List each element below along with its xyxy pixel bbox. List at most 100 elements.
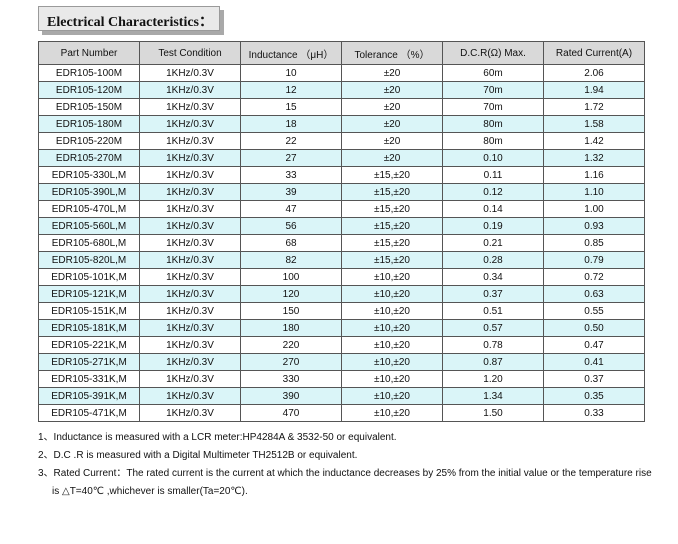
header-cell: D.C.R(Ω) Max. bbox=[442, 41, 544, 65]
table-cell: 0.51 bbox=[442, 302, 544, 320]
table-cell: 18 bbox=[240, 115, 342, 133]
table-cell: 1.50 bbox=[442, 404, 544, 422]
table-cell: 0.33 bbox=[543, 404, 645, 422]
table-cell: 0.19 bbox=[442, 217, 544, 235]
table-cell: 330 bbox=[240, 370, 342, 388]
table-cell: 12 bbox=[240, 81, 342, 99]
table-cell: 0.28 bbox=[442, 251, 544, 269]
table-cell: EDR105-221K,M bbox=[38, 336, 140, 354]
table-cell: ±10,±20 bbox=[341, 302, 443, 320]
table-cell: 70m bbox=[442, 81, 544, 99]
spec-table: Part Number Test Condition Inductance （μH）… bbox=[38, 41, 645, 422]
table-row: EDR105-120M 1KHz/0.3V 12 ±20 70m 1.94 bbox=[38, 81, 645, 99]
table-cell: ±15,±20 bbox=[341, 234, 443, 252]
table-row: EDR105-680L,M 1KHz/0.3V 68 ±15,±20 0.21 0.85 bbox=[38, 234, 645, 252]
table-cell: 10 bbox=[240, 64, 342, 82]
table-cell: 47 bbox=[240, 200, 342, 218]
table-cell: ±15,±20 bbox=[341, 183, 443, 201]
table-cell: ±20 bbox=[341, 115, 443, 133]
header-cell: Tolerance （%） bbox=[341, 41, 443, 65]
table-cell: 0.10 bbox=[442, 149, 544, 167]
table-cell: 39 bbox=[240, 183, 342, 201]
table-cell: ±10,±20 bbox=[341, 370, 443, 388]
table-row: EDR105-471K,M 1KHz/0.3V 470 ±10,±20 1.50 0.33 bbox=[38, 404, 645, 422]
table-cell: EDR105-120M bbox=[38, 81, 140, 99]
table-cell: EDR105-330L,M bbox=[38, 166, 140, 184]
table-cell: 80m bbox=[442, 115, 544, 133]
table-cell: ±20 bbox=[341, 81, 443, 99]
table-cell: 1.32 bbox=[543, 149, 645, 167]
table-cell: ±10,±20 bbox=[341, 319, 443, 337]
table-row: EDR105-331K,M 1KHz/0.3V 330 ±10,±20 1.20 0.37 bbox=[38, 370, 645, 388]
table-cell: ±10,±20 bbox=[341, 336, 443, 354]
table-cell: 220 bbox=[240, 336, 342, 354]
header-row: Part Number Test Condition Inductance （μH）… bbox=[38, 41, 645, 65]
header-cell: Part Number bbox=[38, 41, 140, 65]
table-cell: EDR105-470L,M bbox=[38, 200, 140, 218]
table-cell: EDR105-100M bbox=[38, 64, 140, 82]
table-cell: 1KHz/0.3V bbox=[139, 251, 241, 269]
table-row: EDR105-100M 1KHz/0.3V 10 ±20 60m 2.06 bbox=[38, 64, 645, 82]
table-cell: EDR105-151K,M bbox=[38, 302, 140, 320]
table-cell: 0.55 bbox=[543, 302, 645, 320]
table-cell: EDR105-560L,M bbox=[38, 217, 140, 235]
table-row: EDR105-221K,M 1KHz/0.3V 220 ±10,±20 0.78 0.47 bbox=[38, 336, 645, 354]
table-cell: 1.34 bbox=[442, 387, 544, 405]
table-row: EDR105-121K,M 1KHz/0.3V 120 ±10,±20 0.37 0.63 bbox=[38, 285, 645, 303]
table-cell: ±10,±20 bbox=[341, 285, 443, 303]
table-cell: 1KHz/0.3V bbox=[139, 98, 241, 116]
table-cell: 1.42 bbox=[543, 132, 645, 150]
table-cell: ±10,±20 bbox=[341, 387, 443, 405]
table-cell: 0.34 bbox=[442, 268, 544, 286]
header-cell: Inductance （μH） bbox=[240, 41, 342, 65]
table-cell: EDR105-220M bbox=[38, 132, 140, 150]
table-cell: 0.12 bbox=[442, 183, 544, 201]
table-cell: 0.11 bbox=[442, 166, 544, 184]
table-cell: 33 bbox=[240, 166, 342, 184]
table-cell: ±20 bbox=[341, 98, 443, 116]
table-cell: EDR105-121K,M bbox=[38, 285, 140, 303]
table-row: EDR105-390L,M 1KHz/0.3V 39 ±15,±20 0.12 1.10 bbox=[38, 183, 645, 201]
table-cell: 0.37 bbox=[442, 285, 544, 303]
table-cell: 1KHz/0.3V bbox=[139, 353, 241, 371]
table-cell: 1KHz/0.3V bbox=[139, 183, 241, 201]
table-cell: 1.16 bbox=[543, 166, 645, 184]
table-cell: 0.78 bbox=[442, 336, 544, 354]
table-cell: EDR105-180M bbox=[38, 115, 140, 133]
table-row: EDR105-330L,M 1KHz/0.3V 33 ±15,±20 0.11 1.16 bbox=[38, 166, 645, 184]
table-cell: ±20 bbox=[341, 64, 443, 82]
table-cell: 1KHz/0.3V bbox=[139, 404, 241, 422]
table-cell: EDR105-471K,M bbox=[38, 404, 140, 422]
table-cell: 1KHz/0.3V bbox=[139, 200, 241, 218]
table-cell: EDR105-271K,M bbox=[38, 353, 140, 371]
table-cell: 1KHz/0.3V bbox=[139, 166, 241, 184]
table-cell: 1.10 bbox=[543, 183, 645, 201]
table-row: EDR105-391K,M 1KHz/0.3V 390 ±10,±20 1.34 0.35 bbox=[38, 387, 645, 405]
table-cell: 150 bbox=[240, 302, 342, 320]
table-cell: 470 bbox=[240, 404, 342, 422]
table-row: EDR105-151K,M 1KHz/0.3V 150 ±10,±20 0.51 0.55 bbox=[38, 302, 645, 320]
note: 2、D.C .R is measured with a Digital Mult… bbox=[38, 450, 358, 461]
table-cell: ±10,±20 bbox=[341, 353, 443, 371]
table-cell: 60m bbox=[442, 64, 544, 82]
title: Electrical Characteristics： bbox=[47, 15, 213, 30]
table-cell: 0.57 bbox=[442, 319, 544, 337]
note: 1、Inductance is measured with a LCR mete… bbox=[38, 432, 397, 443]
table-cell: 0.79 bbox=[543, 251, 645, 269]
table-cell: 22 bbox=[240, 132, 342, 150]
table-cell: 70m bbox=[442, 98, 544, 116]
table-row: EDR105-181K,M 1KHz/0.3V 180 ±10,±20 0.57 0.50 bbox=[38, 319, 645, 337]
table-cell: 1KHz/0.3V bbox=[139, 302, 241, 320]
title-box: Electrical Characteristics： bbox=[38, 6, 220, 31]
table-cell: 1KHz/0.3V bbox=[139, 64, 241, 82]
table-cell: 27 bbox=[240, 149, 342, 167]
table-row: EDR105-180M 1KHz/0.3V 18 ±20 80m 1.58 bbox=[38, 115, 645, 133]
table-cell: EDR105-390L,M bbox=[38, 183, 140, 201]
table-cell: 0.47 bbox=[543, 336, 645, 354]
table-cell: 68 bbox=[240, 234, 342, 252]
table-row: EDR105-820L,M 1KHz/0.3V 82 ±15,±20 0.28 0.79 bbox=[38, 251, 645, 269]
table-cell: 120 bbox=[240, 285, 342, 303]
table-cell: ±15,±20 bbox=[341, 166, 443, 184]
table-cell: 390 bbox=[240, 387, 342, 405]
